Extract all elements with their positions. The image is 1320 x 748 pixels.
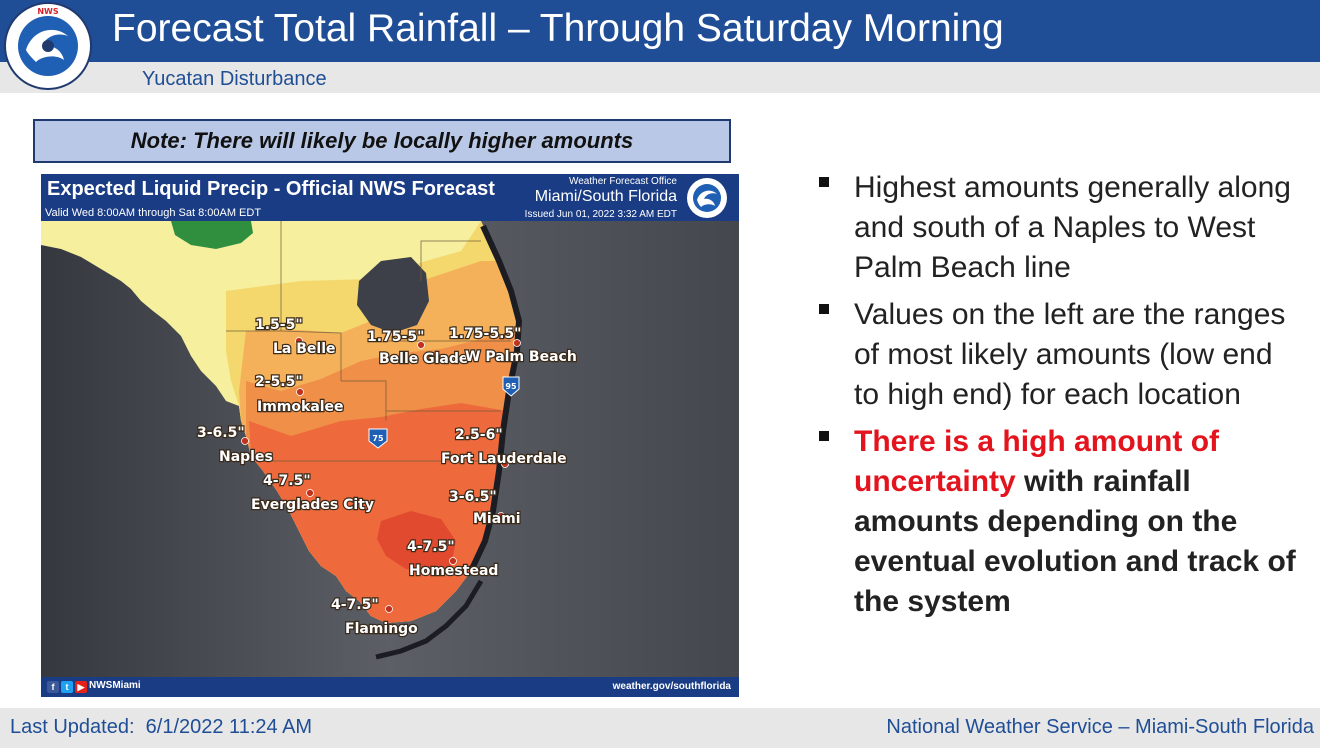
map-title: Expected Liquid Precip - Official NWS Fo… [47, 178, 495, 200]
bullet-square-icon [819, 177, 829, 187]
bullet-text: Values on the left are the ranges of mos… [854, 298, 1286, 411]
amount-west-palm-beach: 1.75-5.5" [449, 326, 521, 342]
interstate-75-label: 75 [372, 434, 384, 443]
map-canvas: 75 95 1.5-5" La Belle 1.75-5" Belle Glad… [41, 221, 739, 677]
footer-credit: National Weather Service – Miami-South F… [886, 716, 1314, 738]
subtitle-band [0, 62, 1320, 93]
amount-belle-glade: 1.75-5" [367, 329, 424, 345]
city-immokalee: Immokalee [257, 399, 344, 415]
bullet-text: Highest amounts generally along and sout… [854, 171, 1291, 284]
city-homestead: Homestead [409, 563, 498, 579]
bullet-warning-text: There is a high amount of uncertainty [854, 425, 1220, 498]
city-belle-glade: Belle Glade [379, 351, 468, 367]
city-everglades-city: Everglades City [251, 497, 374, 513]
bullet-item: Highest amounts generally along and sout… [814, 168, 1304, 288]
youtube-icon[interactable]: ▶ [75, 681, 87, 693]
last-updated: Last Updated: 6/1/2022 11:24 AM [10, 716, 313, 738]
issued-time: Issued Jun 01, 2022 3:32 AM EDT [524, 209, 677, 220]
amount-miami: 3-6.5" [449, 489, 497, 505]
note-box: Note: There will likely be locally highe… [33, 119, 731, 163]
city-west-palm-beach: W Palm Beach [465, 349, 577, 365]
amount-homestead: 4-7.5" [407, 539, 455, 555]
facebook-icon[interactable]: f [47, 681, 59, 693]
interstate-75-shield: 75 [368, 428, 388, 449]
note-text: Note: There will likely be locally highe… [130, 128, 634, 153]
bullet-list: Highest amounts generally along and sout… [814, 168, 1304, 629]
office-label: Weather Forecast Office [568, 176, 677, 187]
florida-keys [375, 579, 484, 660]
city-la-belle: La Belle [273, 341, 336, 357]
map-header: Expected Liquid Precip - Official NWS Fo… [41, 174, 739, 221]
page-title: Forecast Total Rainfall – Through Saturd… [112, 7, 1004, 50]
nws-logo-small-icon [687, 178, 727, 218]
office-website-link[interactable]: weather.gov/southflorida [612, 681, 731, 692]
bullet-square-icon [819, 431, 829, 441]
interstate-95-label: 95 [505, 382, 517, 391]
amount-flamingo: 4-7.5" [331, 597, 379, 613]
map-footer: f t ▶ NWSMiami weather.gov/southflorida [41, 677, 739, 697]
city-markers [241, 337, 521, 613]
page-subtitle: Yucatan Disturbance [142, 68, 327, 90]
city-miami: Miami [473, 511, 521, 527]
office-name: Miami/South Florida [534, 188, 677, 205]
svg-text:NWS: NWS [37, 7, 59, 16]
bullet-square-icon [819, 304, 829, 314]
amount-fort-lauderdale: 2.5-6" [455, 427, 503, 443]
nws-logo-icon: NWS [4, 2, 92, 90]
social-handle[interactable]: NWSMiami [89, 680, 141, 691]
interstate-95-shield: 95 [502, 376, 520, 397]
map-valid-period: Valid Wed 8:00AM through Sat 8:00AM EDT [45, 207, 262, 219]
rainfall-zone-dark-red [377, 511, 456, 573]
amount-immokalee: 2-5.5" [255, 374, 303, 390]
county-lines [226, 221, 511, 462]
twitter-icon[interactable]: t [61, 681, 73, 693]
city-fort-lauderdale: Fort Lauderdale [441, 451, 567, 467]
city-flamingo: Flamingo [345, 621, 418, 637]
bullet-text: with rainfall amounts depending on the e… [854, 465, 1296, 618]
city-naples: Naples [219, 449, 273, 465]
header-band [0, 0, 1320, 62]
amount-naples: 3-6.5" [197, 425, 245, 441]
amount-la-belle: 1.5-5" [255, 317, 303, 333]
bullet-item: Values on the left are the ranges of mos… [814, 295, 1304, 415]
rainfall-zone-green [171, 221, 253, 249]
bullet-item: There is a high amount of uncertainty wi… [814, 422, 1304, 622]
rainfall-map: Expected Liquid Precip - Official NWS Fo… [41, 174, 739, 697]
lake-okeechobee [357, 257, 429, 333]
amount-everglades-city: 4-7.5" [263, 473, 311, 489]
footer-band [0, 708, 1320, 748]
